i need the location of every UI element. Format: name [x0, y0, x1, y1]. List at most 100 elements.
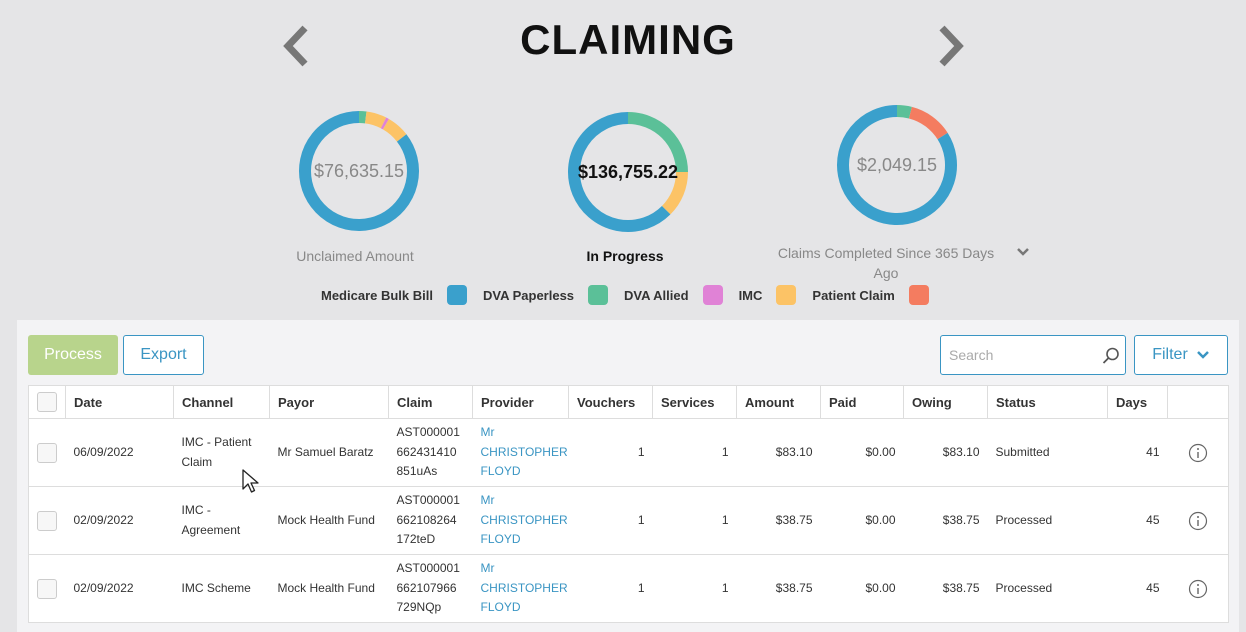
cell-vouchers: 1 — [568, 418, 653, 487]
cell-vouchers: 1 — [568, 554, 653, 623]
table-row[interactable]: 02/09/2022 IMC - Agreement Mock Health Fun… — [28, 486, 1229, 555]
cell-provider[interactable]: Mr CHRISTOPHER FLOYD — [472, 554, 569, 623]
search-input[interactable] — [949, 345, 1099, 365]
cell-claim: AST000001 662108264 172teD — [388, 486, 473, 555]
cell-paid: $0.00 — [820, 418, 904, 487]
row-select-cell — [28, 418, 66, 487]
cell-days: 41 — [1107, 418, 1168, 487]
column-header-claim[interactable]: Claim — [388, 385, 473, 419]
legend-swatch — [908, 285, 929, 305]
in-progress-donut-chart — [568, 112, 688, 232]
select-all-checkbox[interactable] — [37, 392, 57, 412]
completed-value: $2,049.15 — [856, 154, 938, 175]
donut-segment-medicare — [568, 112, 671, 232]
table-header-row: Date Channel Payor Claim Provider Vouche… — [28, 385, 1229, 419]
row-checkbox[interactable] — [37, 578, 57, 599]
page-title: CLAIMING — [520, 16, 736, 63]
legend-label: DVA Paperless — [482, 287, 575, 303]
legend-label: Medicare Bulk Bill — [321, 287, 433, 303]
donut-segment-patient_claim — [908, 106, 948, 140]
legend-item: Patient Claim — [812, 285, 929, 305]
donut-segment-medicare — [837, 105, 957, 225]
unclaimed-donut[interactable]: $76,635.15 — [297, 109, 421, 233]
unclaimed-donut-chart — [299, 111, 419, 231]
legend-item: DVA Paperless — [482, 285, 609, 305]
cell-amount: $83.10 — [736, 418, 821, 487]
legend-label: Patient Claim — [812, 287, 895, 303]
column-header-amount[interactable]: Amount — [736, 385, 821, 419]
export-button[interactable]: Export — [123, 335, 204, 375]
column-header-provider[interactable]: Provider — [472, 385, 569, 419]
cell-date: 02/09/2022 — [65, 486, 174, 555]
cell-owing: $38.75 — [903, 554, 988, 623]
claims-table: Date Channel Payor Claim Provider Vouche… — [28, 385, 1229, 623]
info-icon[interactable] — [1188, 443, 1208, 463]
in-progress-label: In Progress — [586, 248, 664, 264]
filter-label: Filter — [1152, 346, 1188, 363]
cell-payor: Mr Samuel Baratz — [269, 418, 389, 487]
cell-owing: $83.10 — [903, 418, 988, 487]
next-arrow-icon[interactable] — [936, 24, 966, 68]
row-checkbox[interactable] — [37, 442, 57, 463]
column-header-payor[interactable]: Payor — [269, 385, 389, 419]
cell-paid: $0.00 — [820, 486, 904, 555]
cell-services: 1 — [652, 486, 737, 555]
donut-segment-medicare — [299, 111, 419, 231]
cell-status: Submitted — [987, 418, 1108, 487]
legend-swatch — [588, 285, 609, 305]
table-row[interactable]: 06/09/2022 IMC - Patient Claim Mr Samuel B… — [28, 418, 1229, 487]
cell-status: Processed — [987, 486, 1108, 555]
process-button[interactable]: Process — [28, 335, 118, 375]
chevron-down-icon[interactable] — [1014, 244, 1032, 260]
filter-button[interactable]: Filter — [1134, 335, 1228, 375]
legend-item: DVA Allied — [624, 285, 723, 305]
chevron-down-icon — [1196, 351, 1209, 359]
legend-label: IMC — [738, 287, 763, 303]
cell-payor: Mock Health Fund — [269, 486, 389, 555]
column-header-days[interactable]: Days — [1107, 385, 1168, 419]
row-select-cell — [28, 554, 66, 623]
search-icon[interactable] — [1101, 346, 1121, 366]
column-header-vouchers[interactable]: Vouchers — [568, 385, 653, 419]
info-icon[interactable] — [1188, 579, 1208, 599]
row-select-cell — [28, 486, 66, 555]
row-info-cell — [1167, 554, 1229, 623]
search-box[interactable] — [940, 335, 1126, 375]
cell-date: 06/09/2022 — [65, 418, 174, 487]
column-header-actions — [1167, 385, 1229, 419]
cell-services: 1 — [652, 418, 737, 487]
column-header-date[interactable]: Date — [65, 385, 174, 419]
cell-provider[interactable]: Mr CHRISTOPHER FLOYD — [472, 486, 569, 555]
completed-donut[interactable]: $2,049.15 — [835, 103, 959, 227]
cell-paid: $0.00 — [820, 554, 904, 623]
cell-amount: $38.75 — [736, 554, 821, 623]
cell-days: 45 — [1107, 554, 1168, 623]
cell-claim: AST000001 662431410 851uAs — [388, 418, 473, 487]
cell-vouchers: 1 — [568, 486, 653, 555]
row-checkbox[interactable] — [37, 510, 57, 531]
cell-days: 45 — [1107, 486, 1168, 555]
row-info-cell — [1167, 486, 1229, 555]
cell-channel: IMC Scheme — [173, 554, 270, 623]
column-header-status[interactable]: Status — [987, 385, 1108, 419]
column-header-services[interactable]: Services — [652, 385, 737, 419]
mouse-cursor-icon — [241, 468, 261, 496]
column-header-owing[interactable]: Owing — [903, 385, 988, 419]
channel-legend: Medicare Bulk Bill DVA Paperless DVA Allie… — [321, 285, 945, 305]
in-progress-value: $136,755.22 — [577, 161, 679, 182]
column-header-paid[interactable]: Paid — [820, 385, 904, 419]
legend-swatch — [446, 285, 467, 305]
column-header-channel[interactable]: Channel — [173, 385, 270, 419]
cell-provider[interactable]: Mr CHRISTOPHER FLOYD — [472, 418, 569, 487]
cell-channel: IMC - Agreement — [173, 486, 270, 555]
previous-arrow-icon[interactable] — [281, 24, 311, 68]
cell-services: 1 — [652, 554, 737, 623]
info-icon[interactable] — [1188, 511, 1208, 531]
legend-swatch — [776, 285, 797, 305]
in-progress-donut[interactable]: $136,755.22 — [566, 110, 690, 234]
legend-label: DVA Allied — [624, 287, 689, 303]
donut-segment-imc — [661, 171, 688, 215]
unclaimed-amount-value: $76,635.15 — [313, 160, 405, 181]
table-row[interactable]: 02/09/2022 IMC Scheme Mock Health Fund AST0… — [28, 554, 1229, 623]
cell-payor: Mock Health Fund — [269, 554, 389, 623]
